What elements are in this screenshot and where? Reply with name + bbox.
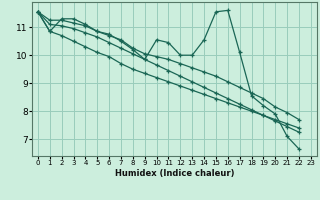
- X-axis label: Humidex (Indice chaleur): Humidex (Indice chaleur): [115, 169, 234, 178]
